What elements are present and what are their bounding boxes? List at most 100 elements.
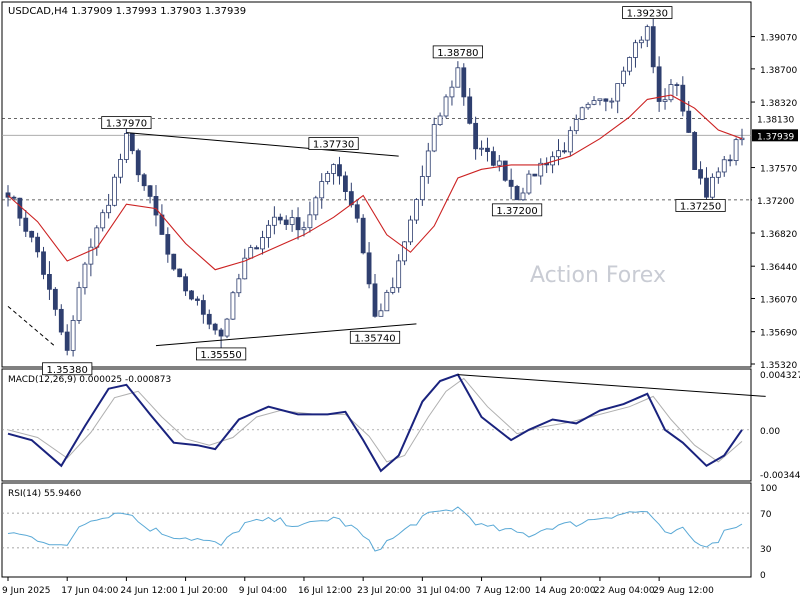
candle-body	[662, 99, 668, 102]
candle-body	[485, 147, 490, 152]
annotation-box	[432, 45, 483, 59]
candle-body	[224, 318, 230, 337]
candle-body	[384, 291, 390, 312]
annotation-box	[101, 116, 152, 130]
candle-body	[212, 323, 218, 331]
time-tick-label: 9 Jul 04:00	[239, 586, 288, 596]
time-tick-label: 1 Jul 20:00	[180, 586, 229, 596]
moving-average-line	[7, 94, 743, 271]
candle-body	[271, 216, 277, 226]
time-tick-label: 31 Jul 04:00	[416, 586, 470, 596]
candle-body	[419, 176, 425, 201]
candle-body	[94, 227, 100, 248]
candle-body	[455, 67, 461, 88]
watermark: Action Forex	[530, 263, 666, 288]
candle-body	[82, 263, 88, 289]
candle-body	[431, 124, 437, 152]
candle-body	[408, 219, 413, 243]
candle-body	[597, 98, 603, 101]
candle-body	[331, 164, 336, 174]
candle-body	[41, 251, 46, 275]
candle-body	[52, 288, 58, 310]
candle-body	[621, 70, 627, 84]
time-tick-label: 22 Aug 04:00	[594, 586, 655, 596]
price-tick-label: 1.35320	[760, 361, 797, 371]
rsi-tick-label: 0	[760, 571, 766, 581]
candle-body	[165, 234, 171, 255]
candle-body	[496, 160, 502, 166]
time-tick-label: 23 Jul 20:00	[357, 586, 411, 596]
candle-body	[585, 103, 591, 109]
price-tick-label: 1.36440	[760, 263, 797, 273]
candle-body	[668, 84, 674, 101]
candle-body	[88, 246, 94, 265]
macd-layer	[2, 373, 766, 473]
price-tick-label: 1.39070	[760, 34, 797, 44]
annotation-label: 1.37970	[106, 119, 147, 130]
candle-body	[129, 133, 135, 152]
annotation-box	[675, 199, 726, 212]
candle-body	[562, 150, 567, 153]
candle-body	[633, 42, 638, 58]
annotation-box	[491, 203, 543, 217]
candle-body	[467, 96, 473, 124]
macd-main-line	[7, 373, 743, 473]
candle-body	[692, 132, 698, 170]
time-tick-label: 16 Jul 12:00	[298, 586, 352, 596]
candle-body	[710, 176, 715, 198]
candle-body	[200, 300, 206, 315]
candle-body	[337, 164, 342, 177]
candle-body	[715, 171, 721, 178]
candle-body	[313, 197, 319, 216]
axis-layer: 1.39070 1.38700 1.38320 1.37570 1.37200 1.368…	[2, 34, 800, 596]
candle-body	[520, 192, 526, 201]
candle-body	[733, 139, 739, 161]
candle-body	[686, 110, 692, 133]
trendline	[155, 323, 417, 347]
candle-body	[301, 227, 307, 231]
candle-body	[627, 57, 632, 72]
candle-body	[638, 39, 644, 44]
candle-body	[490, 151, 496, 166]
candle-body	[153, 196, 159, 216]
candle-body	[514, 186, 520, 201]
price-tick-label: 1.38320	[760, 99, 797, 109]
candle-body	[674, 84, 680, 86]
candle-body	[360, 217, 366, 254]
candle-body	[141, 174, 147, 187]
candle-body	[289, 217, 295, 225]
candle-body	[721, 159, 727, 173]
candle-body	[591, 100, 597, 105]
candle-body	[396, 260, 402, 289]
candle-body	[538, 162, 544, 177]
time-tick-label: 24 Jun 12:00	[120, 586, 177, 596]
candle-body	[414, 199, 419, 221]
candle-body	[461, 67, 467, 98]
candle-body	[704, 177, 709, 198]
candle-body	[76, 287, 82, 321]
candle-body	[64, 331, 70, 351]
candle-body	[254, 247, 260, 250]
macd-tick-label: 0.004327	[760, 371, 800, 381]
candle-body	[615, 83, 621, 102]
candle-body	[206, 313, 212, 325]
candle-body	[573, 119, 579, 132]
candle-body	[29, 230, 35, 238]
macd-label: MACD(12,26,9) 0.000025 -0.000873	[8, 375, 171, 385]
candle-body	[502, 160, 508, 181]
annotation-label: 1.37200	[496, 206, 537, 217]
candle-body	[650, 26, 656, 68]
rsi-tick-label: 30	[760, 545, 772, 555]
candle-body	[123, 133, 129, 160]
candle-body	[343, 175, 348, 192]
trendline	[7, 305, 56, 347]
price-tick-label: 1.36820	[760, 230, 797, 240]
candle-body	[17, 197, 23, 219]
candle-body	[248, 247, 254, 259]
price-tick-label: 1.37570	[760, 165, 797, 175]
macd-tick-label: 0.00	[760, 427, 780, 437]
time-tick-label: 29 Aug 12:00	[653, 586, 714, 596]
candle-body	[579, 107, 585, 120]
chart-header: USDCAD,H4 1.37909 1.37993 1.37903 1.3793…	[8, 6, 246, 17]
